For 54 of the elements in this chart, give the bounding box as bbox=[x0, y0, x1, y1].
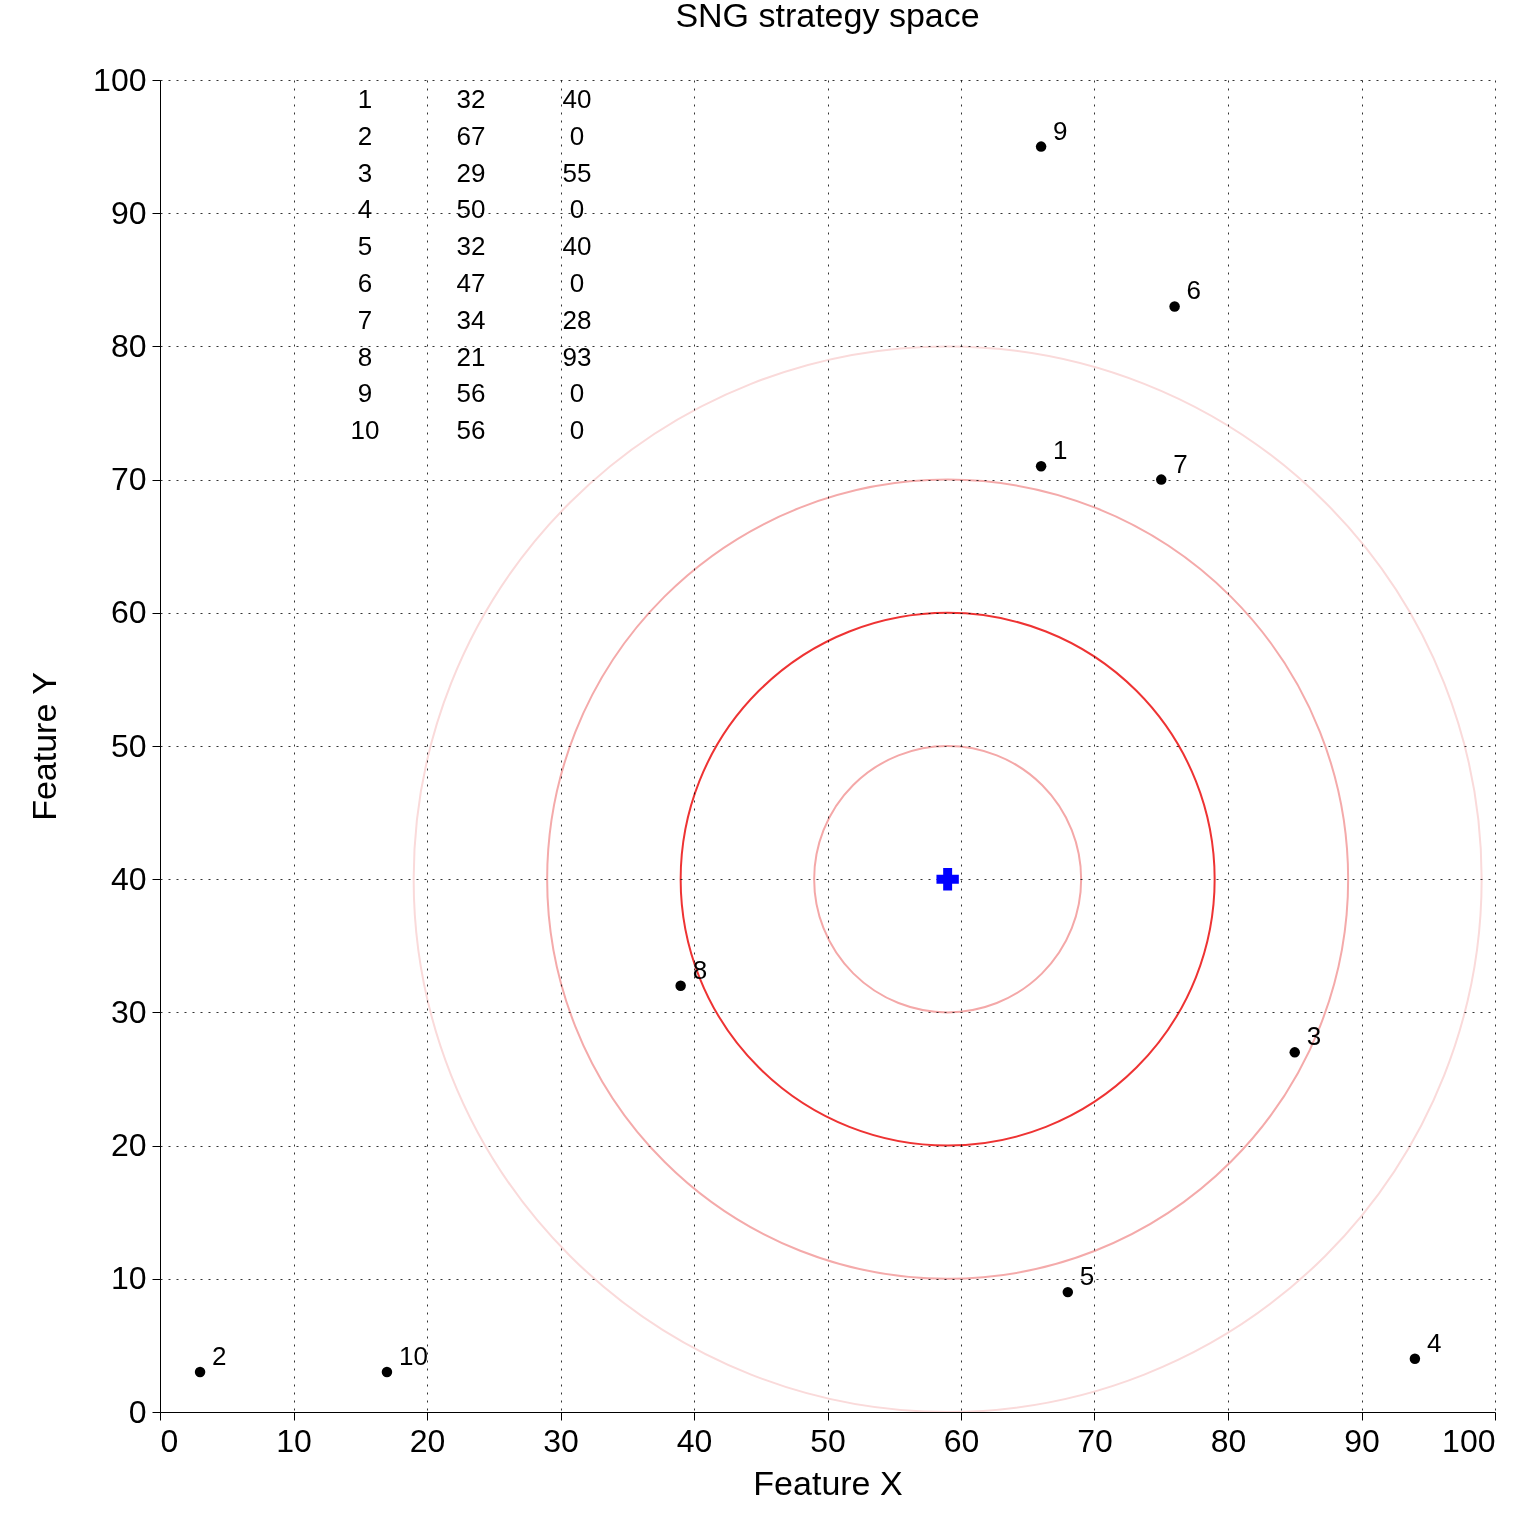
text: 6 47 0 bbox=[357, 268, 585, 298]
x-tick-label: 90 bbox=[1344, 1422, 1380, 1459]
annotation: 2 bbox=[212, 1341, 227, 1372]
chart-title: SNG strategy space bbox=[675, 0, 980, 34]
text: 1 32 40 bbox=[357, 84, 592, 114]
point bbox=[1062, 1286, 1074, 1298]
y-tick-label: 20 bbox=[110, 1127, 147, 1164]
point bbox=[1035, 141, 1047, 152]
x-tick-label: 70 bbox=[1077, 1422, 1113, 1459]
y-tick-label: 0 bbox=[128, 1393, 147, 1430]
annotation: 3 bbox=[1306, 1021, 1322, 1052]
text: 8 21 93 bbox=[357, 341, 592, 372]
x-tick-label: 30 bbox=[543, 1422, 579, 1459]
point bbox=[1035, 461, 1047, 472]
annotation: 9 bbox=[1053, 115, 1068, 146]
y-tick-label: 50 bbox=[110, 727, 147, 764]
annotation: 10 bbox=[398, 1341, 428, 1372]
point bbox=[675, 980, 686, 991]
point bbox=[381, 1366, 393, 1378]
x-tick-label: 50 bbox=[810, 1422, 846, 1459]
x-axis-title: Feature X bbox=[753, 1463, 903, 1502]
annotation: 1 bbox=[1053, 435, 1068, 466]
x-tick-label: 20 bbox=[409, 1422, 446, 1459]
y-tick-label: 30 bbox=[110, 993, 147, 1030]
annotation: 4 bbox=[1426, 1327, 1442, 1358]
y-tick-label: 90 bbox=[110, 194, 147, 231]
x-tick-label: 10 bbox=[276, 1422, 312, 1459]
point bbox=[194, 1366, 206, 1378]
y-tick-label: 80 bbox=[110, 327, 147, 364]
y-tick-label: 70 bbox=[110, 461, 147, 498]
x-tick-label: 60 bbox=[943, 1422, 980, 1459]
annotation: 5 bbox=[1079, 1261, 1095, 1292]
y-tick-label: 60 bbox=[110, 594, 147, 631]
text: 2 67 0 bbox=[357, 120, 585, 151]
y-tick-label: 40 bbox=[110, 860, 147, 897]
point bbox=[1409, 1353, 1421, 1364]
y-tick-label: 100 bbox=[93, 61, 147, 98]
point bbox=[1289, 1047, 1300, 1058]
text: 7 34 28 bbox=[357, 304, 592, 335]
x-tick-label: 0 bbox=[160, 1422, 179, 1459]
annotation: 6 bbox=[1186, 275, 1202, 306]
text: 10 56 0 bbox=[350, 415, 585, 446]
y-axis-title: Feature Y bbox=[25, 672, 64, 821]
text: 9 56 0 bbox=[357, 378, 585, 409]
x-tick-label: 100 bbox=[1442, 1422, 1496, 1459]
text: 5 32 40 bbox=[357, 231, 592, 262]
text: 4 50 0 bbox=[357, 194, 585, 225]
text: 3 29 55 bbox=[357, 157, 592, 188]
x-tick-label: 40 bbox=[676, 1422, 713, 1459]
point bbox=[1169, 301, 1180, 312]
annotation: 7 bbox=[1173, 448, 1188, 479]
point bbox=[1156, 474, 1167, 485]
x-tick-label: 80 bbox=[1210, 1422, 1247, 1459]
y-tick-label: 10 bbox=[110, 1260, 147, 1297]
